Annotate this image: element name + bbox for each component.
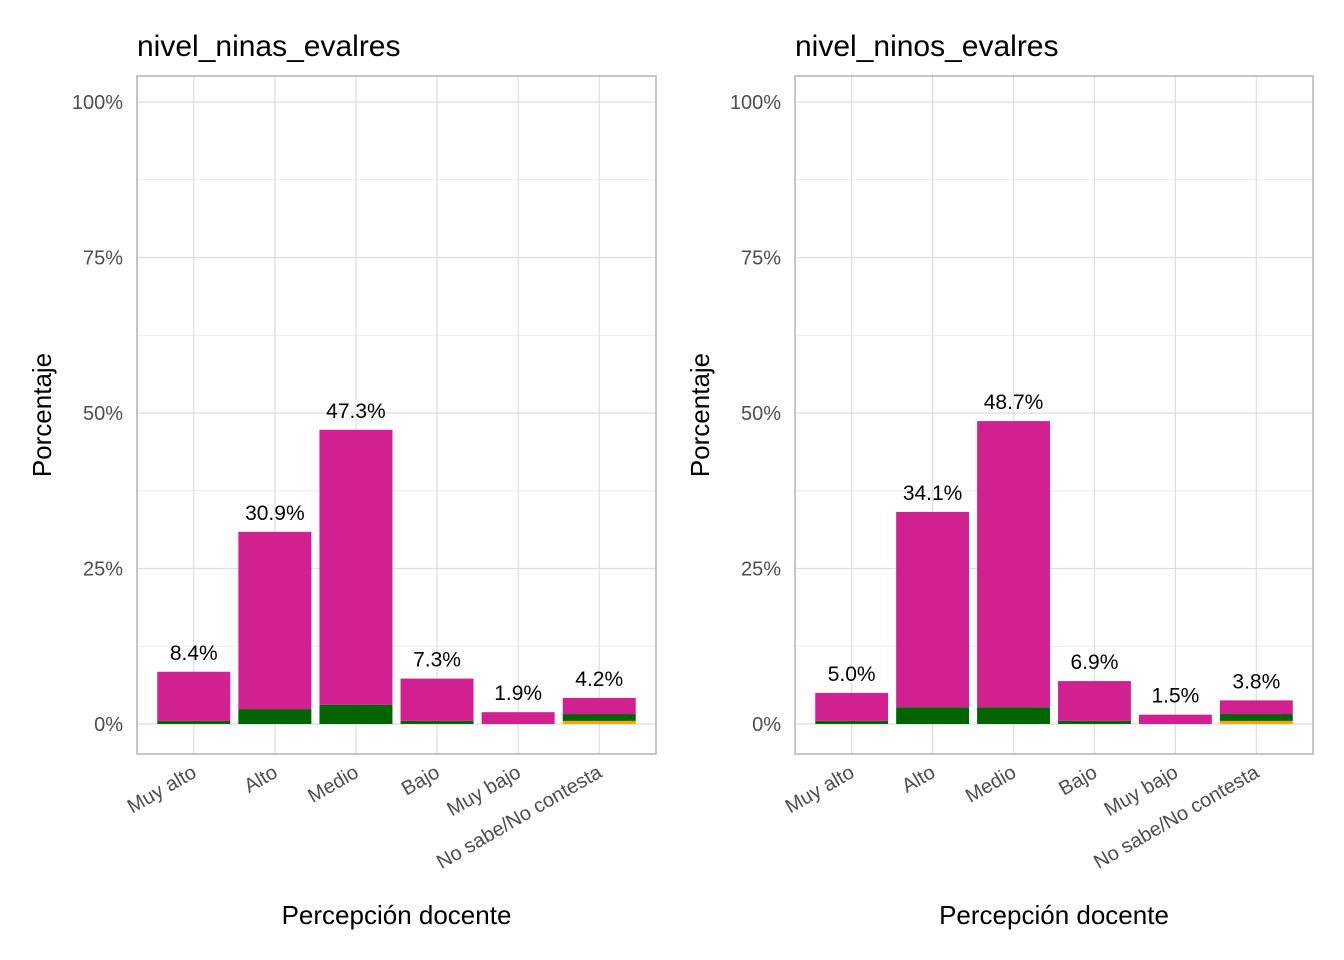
x-tick-label: Medio [962,761,1020,807]
x-tick-label: Muy alto [124,761,200,818]
bar-segment [400,720,474,724]
y-tick-label: 50% [83,403,123,425]
data-label: 7.3% [413,649,461,672]
bar-segment [562,720,636,724]
data-label: 47.3% [326,400,386,423]
y-tick-label: 50% [741,403,781,425]
bar-segment [896,707,970,724]
x-axis-title: Percepción docente [939,900,1169,930]
bar-segment [157,720,231,724]
bar-segment [1219,720,1293,724]
bar-segment [562,714,636,721]
chart-title: nivel_ninas_evalres [137,30,401,63]
bar-segment [815,720,889,724]
bar-segment [1219,700,1293,715]
bar-segment [1058,720,1131,724]
data-label: 4.2% [575,668,623,691]
y-tick-label: 75% [741,248,781,270]
panel-1: 8.4% Muy alto 30.9% Alto 47.3% Medio 7.3% Bajo 1… [27,30,657,930]
data-label: 34.1% [903,482,963,505]
x-axis-title: Percepción docente [282,900,512,930]
panel-2: 5.0% Muy alto 34.1% Alto 48.7% Medio 6.9% Bajo 1… [685,30,1314,930]
bar-segment [319,429,393,705]
y-tick-label: 75% [83,248,123,270]
x-tick-label: Bajo [1055,761,1101,800]
data-label: 30.9% [245,502,305,525]
x-tick-label: Medio [304,761,362,807]
panel-border [794,75,1314,755]
bar-segment [1219,714,1293,721]
bar-segment [400,678,474,721]
y-tick-label: 25% [83,559,123,581]
x-tick-label: Muy alto [782,761,858,818]
data-label: 48.7% [984,391,1044,414]
bar-segment [238,709,312,724]
chart-title: nivel_ninos_evalres [795,30,1059,63]
y-tick-label: 0% [752,714,781,736]
data-label: 1.5% [1151,685,1199,708]
bar-segment [977,707,1050,724]
bar-segment [977,421,1050,708]
y-tick-label: 100% [72,92,123,114]
y-axis-title: Porcentaje [685,353,715,477]
y-tick-label: 0% [94,714,123,736]
y-axis-title: Porcentaje [27,353,57,477]
x-tick-label: Alto [241,761,282,797]
bar-segment [319,704,393,724]
bar-segment [896,511,970,708]
data-label: 8.4% [170,642,218,665]
bar-segment [481,712,555,724]
x-tick-label: Bajo [398,761,444,800]
y-tick-label: 25% [741,559,781,581]
data-label: 3.8% [1232,670,1280,693]
bar-segment [238,531,312,710]
data-label: 5.0% [828,663,876,686]
panel-border [136,75,657,755]
x-tick-label: Alto [898,761,939,797]
data-label: 6.9% [1071,651,1119,674]
bar-segment [562,697,636,715]
bar-segment [157,671,231,721]
bar-segment [815,692,889,721]
y-tick-label: 100% [730,92,781,114]
bar-segment [1138,714,1212,724]
bar-segment [1058,681,1131,721]
data-label: 1.9% [494,682,542,705]
